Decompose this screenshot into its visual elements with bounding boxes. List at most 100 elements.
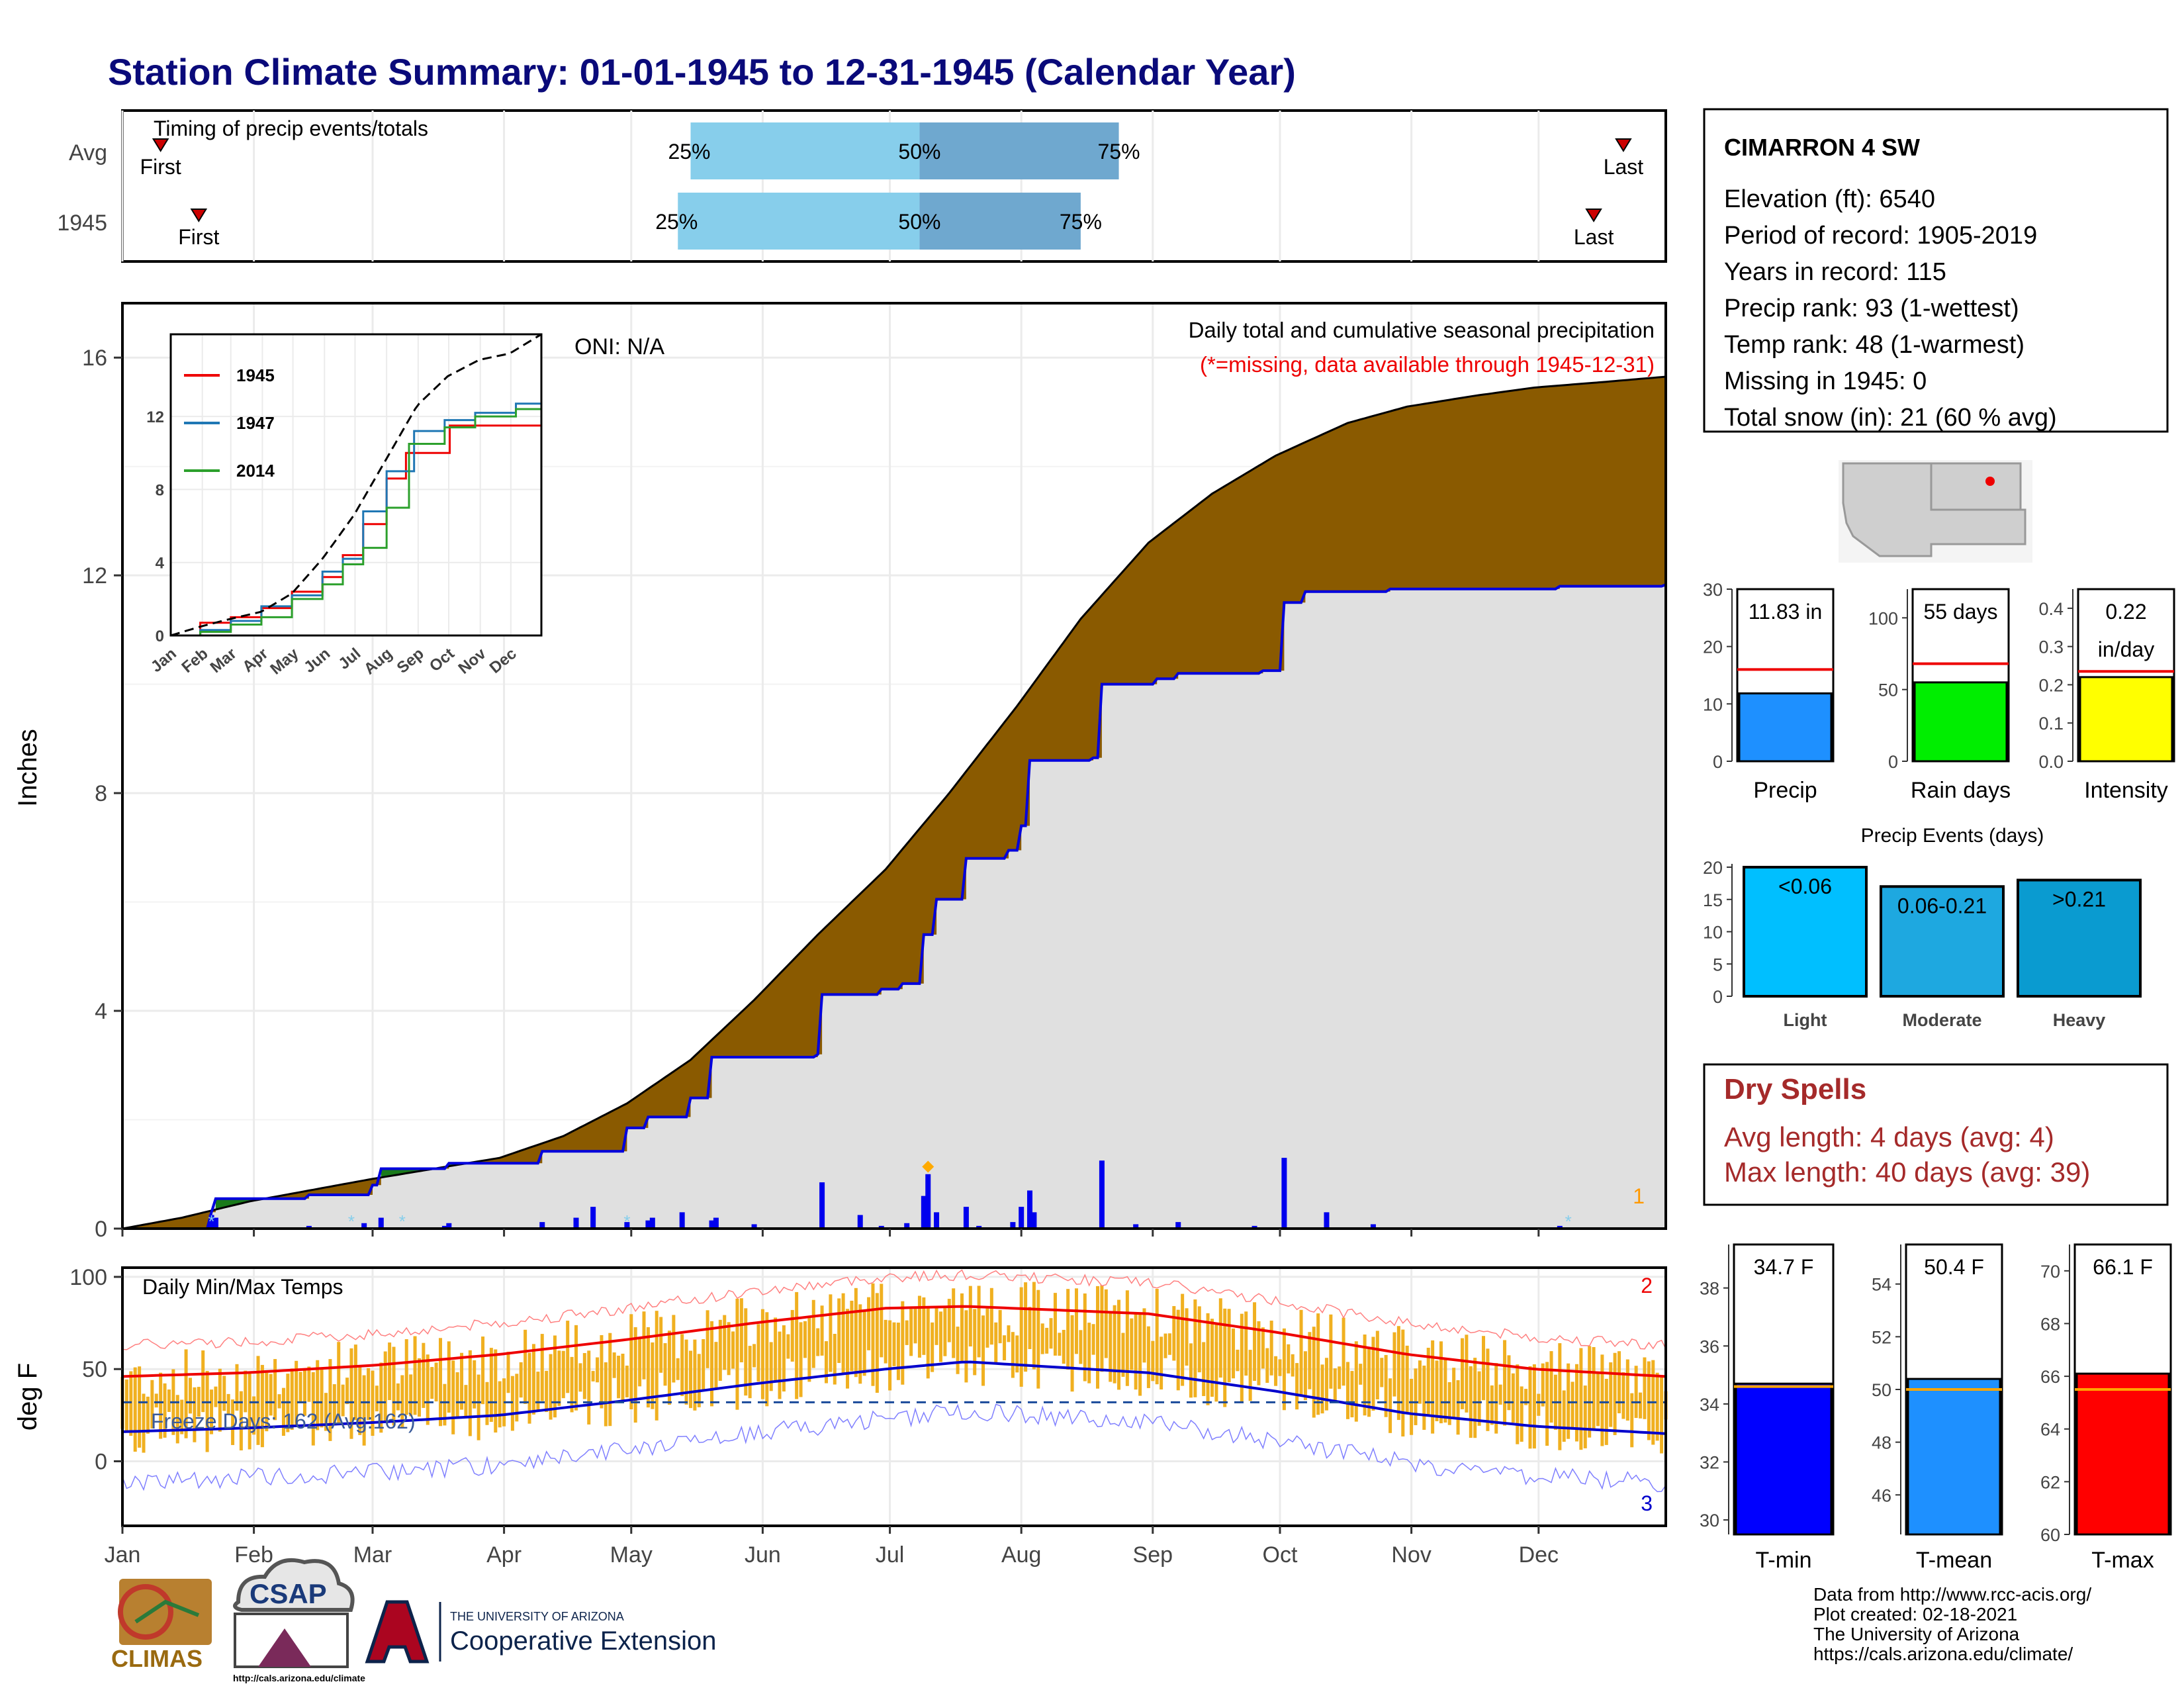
inset-average-line — [170, 333, 542, 637]
daily-temp-bar — [498, 1381, 502, 1428]
csap-cloud — [233, 1558, 355, 1612]
daily-precip-bar — [1133, 1224, 1139, 1229]
main-ytick-label: 4 — [95, 999, 107, 1024]
daily-temp-bar — [307, 1366, 311, 1402]
daily-temp-bar — [1232, 1328, 1236, 1379]
inset-background — [171, 334, 541, 635]
daily-temp-bar — [244, 1370, 248, 1413]
daily-precip-bar — [819, 1182, 825, 1229]
events-title: Precip Events (days) — [1861, 825, 2044, 847]
daily-temp-bar — [795, 1291, 799, 1399]
daily-temp-bar — [464, 1385, 468, 1418]
daily-temp-bar — [901, 1301, 905, 1385]
mini-category-label: Precip — [1753, 778, 1817, 803]
daily-temp-bar — [633, 1327, 637, 1423]
daily-temp-bar — [489, 1348, 493, 1422]
timing-p75-label: 75% — [1098, 140, 1140, 164]
daily-temp-bar — [896, 1323, 900, 1380]
dry-spells-max: Max length: 40 days (avg: 39) — [1724, 1156, 2090, 1188]
daily-temp-bar — [324, 1393, 328, 1431]
daily-temp-bar — [875, 1293, 879, 1393]
daily-temp-bar — [256, 1356, 260, 1445]
daily-temp-bar — [1350, 1371, 1354, 1418]
daily-temp-bar — [328, 1359, 332, 1441]
daily-temp-bar — [1456, 1380, 1460, 1435]
daily-temp-bar — [371, 1370, 375, 1436]
daily-temp-bar — [977, 1286, 981, 1358]
mini-ytick-label: 30 — [1703, 580, 1723, 600]
daily-temp-bar — [167, 1389, 171, 1412]
daily-temp-bar — [409, 1374, 413, 1417]
daily-temp-bar — [811, 1299, 815, 1368]
daily-temp-bar — [184, 1349, 188, 1438]
daily-temp-bar — [1295, 1363, 1299, 1410]
daily-temp-bar — [337, 1342, 341, 1424]
station-line-years: Years in record: 115 — [1724, 258, 1946, 286]
daily-temp-bar — [1346, 1362, 1350, 1419]
main-ytick-label: 0 — [95, 1217, 107, 1242]
daily-temp-bar — [1045, 1327, 1049, 1354]
daily-temp-bar — [922, 1297, 926, 1355]
inset-legend-label: 2014 — [236, 461, 275, 481]
daily-temp-bar — [353, 1344, 357, 1421]
main-ylabel: Inches — [13, 729, 42, 807]
daily-temp-bar — [383, 1351, 387, 1423]
events-bar-category: Moderate — [1902, 1010, 1981, 1030]
daily-temp-bar — [430, 1367, 434, 1399]
daily-temp-bar — [260, 1364, 264, 1448]
timing-p25-label: 25% — [655, 210, 698, 234]
daily-temp-bar — [1621, 1372, 1625, 1419]
daily-temp-bar — [438, 1338, 442, 1427]
temp-bar-category-label: T-min — [1756, 1548, 1812, 1573]
daily-temp-bar — [460, 1352, 464, 1410]
daily-temp-bar — [531, 1344, 535, 1415]
temp-bar-t-min — [1735, 1382, 1833, 1536]
daily-temp-bar — [1218, 1298, 1222, 1378]
daily-temp-bar — [1091, 1324, 1095, 1355]
daily-precip-bar — [1324, 1212, 1330, 1229]
daily-temp-bar — [1609, 1362, 1613, 1427]
daily-temp-bar — [1151, 1340, 1155, 1382]
daily-precip-bar — [1010, 1222, 1016, 1229]
daily-temp-bar — [316, 1360, 320, 1430]
climas-logo: CLIMAS — [111, 1579, 212, 1672]
daily-temp-bar — [1308, 1332, 1312, 1389]
daily-temp-bar — [629, 1314, 633, 1409]
daily-temp-bar — [1443, 1359, 1447, 1423]
daily-temp-bar — [786, 1334, 790, 1359]
daily-precip-bar — [963, 1207, 969, 1229]
daily-temp-bar — [311, 1372, 315, 1446]
daily-temp-bar — [413, 1336, 417, 1415]
mini-ytick-label: 10 — [1703, 694, 1723, 714]
daily-temp-bar — [837, 1298, 841, 1363]
main-ytick-label: 8 — [95, 781, 107, 806]
daily-temp-bar — [388, 1342, 392, 1401]
daily-temp-bar — [1435, 1360, 1439, 1421]
daily-temp-bar — [434, 1362, 438, 1402]
daily-temp-bar — [1100, 1285, 1104, 1372]
station-line-period: Period of record: 1905-2019 — [1724, 222, 2037, 250]
daily-temp-bar — [451, 1360, 455, 1434]
daily-temp-bar — [1405, 1345, 1409, 1413]
daily-temp-bar — [1007, 1325, 1011, 1342]
temp-bar-ytick-label: 62 — [2040, 1472, 2060, 1492]
locator-map — [1839, 460, 2032, 563]
temp-corner-bottom: 3 — [1641, 1491, 1653, 1515]
daily-temp-bar — [884, 1319, 887, 1364]
daily-precip-bar — [878, 1225, 884, 1229]
mini-ytick-label: 100 — [1868, 608, 1898, 628]
daily-temp-bar — [197, 1387, 201, 1417]
daily-temp-bar — [1040, 1323, 1044, 1354]
record-min-line — [122, 1403, 1666, 1493]
daily-precip-bar — [1175, 1222, 1181, 1229]
daily-temp-bar — [468, 1350, 472, 1436]
daily-temp-bar — [1375, 1331, 1379, 1399]
daily-temp-bar — [1155, 1289, 1159, 1385]
main-precip-panel: * * * * * 0 4 8 12 16 Inches ONI: N/A Daily tota… — [13, 302, 1667, 1242]
daily-temp-bar — [1498, 1384, 1502, 1405]
timing-p50-label: 50% — [898, 140, 940, 164]
daily-temp-bar — [248, 1372, 251, 1450]
daily-temp-bar — [222, 1376, 226, 1411]
timing-first-marker — [152, 138, 169, 152]
